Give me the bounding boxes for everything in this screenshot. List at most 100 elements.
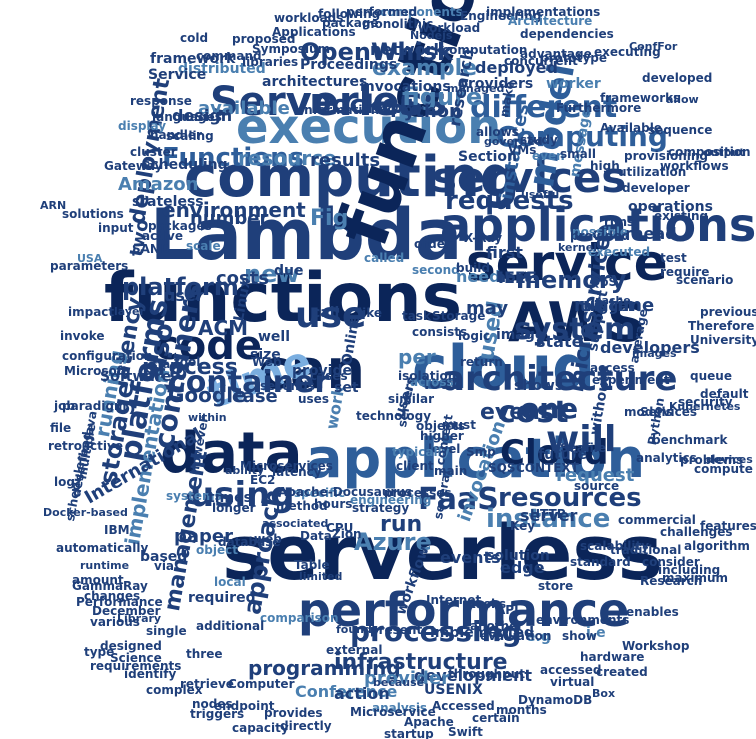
word-provisioning: provisioning <box>624 149 708 163</box>
word-context: CONTEXT <box>516 461 579 475</box>
word-analysis: analysis <box>372 701 428 715</box>
word-usa: USA <box>77 252 103 265</box>
word-isolation: isolation <box>398 369 457 383</box>
word-throughput: throughput <box>448 667 525 681</box>
word-required: required <box>188 590 256 606</box>
word-traditional: traditional <box>610 543 682 557</box>
word-runs: runs <box>604 215 635 229</box>
word-accessed: Accessed <box>432 699 495 713</box>
word-gateway: Gateway <box>104 159 163 173</box>
word-advantage: advantage <box>520 47 592 61</box>
word-well: well <box>258 329 291 345</box>
word-start: start <box>151 358 181 371</box>
word-gammaray: GammaRay <box>72 579 148 593</box>
word-due: due <box>274 263 304 279</box>
word-response: response <box>130 94 192 108</box>
word-impact: impact <box>68 305 115 319</box>
word-host: host <box>496 270 531 286</box>
word-composition: composition <box>668 145 751 159</box>
word-enables: enables <box>626 605 679 619</box>
word-set: set <box>334 380 359 396</box>
word-governed: governed <box>484 135 543 148</box>
word-research: Research <box>640 574 703 588</box>
word-network: network <box>370 40 445 59</box>
word-google: Google <box>168 383 247 407</box>
word-command: command <box>196 49 262 63</box>
word-another: another <box>470 619 524 633</box>
word-resources: resources <box>498 483 642 513</box>
word-benchmark: benchmark <box>652 433 728 447</box>
word-found: found <box>336 623 372 636</box>
word-one: one <box>520 392 579 425</box>
word-security: security <box>678 395 733 409</box>
word-conffor: ConfFor <box>629 40 678 53</box>
word-developer: developer <box>622 181 690 195</box>
word-algorithm: algorithm <box>684 539 750 553</box>
word-using: using <box>190 475 295 515</box>
word-proposed: proposed <box>232 32 296 46</box>
word-science: Science <box>110 651 162 665</box>
word-access: access <box>590 361 635 375</box>
word-times: times <box>208 490 252 506</box>
word-state: state <box>536 332 583 351</box>
word-load: load <box>424 374 463 393</box>
word-sand: SAND <box>132 242 170 256</box>
word-created: created <box>596 665 648 679</box>
word-following: following <box>318 7 381 21</box>
word-first: first <box>486 243 523 262</box>
word-queue: queue <box>690 369 732 383</box>
word-test: test <box>660 251 687 265</box>
word-must: must <box>442 418 476 432</box>
word-tasks: tasks <box>470 597 507 611</box>
word-dependencies: dependencies <box>520 27 614 41</box>
word-paper: paper <box>174 526 234 547</box>
word-default: default <box>700 387 749 401</box>
word-utilization: utilization <box>618 165 687 179</box>
word-longer: longer <box>212 501 256 515</box>
word-invocations: invocations <box>360 79 451 95</box>
word-performed: performed <box>346 5 418 19</box>
word-apache: Apache <box>404 715 454 729</box>
word-based: based <box>140 549 188 565</box>
word-challenges: challenges <box>660 525 733 539</box>
word-scheduling: scheduling <box>142 157 228 173</box>
word-software: Software <box>100 369 172 385</box>
word-instance: instance <box>486 504 611 534</box>
word-case: case <box>232 386 278 407</box>
word-i-e: i.e <box>586 625 606 641</box>
word-web: Web <box>252 355 282 369</box>
word-solutions: solutions <box>62 207 124 221</box>
word-retrieve: retrieve <box>180 677 234 691</box>
word-job: job <box>54 399 75 413</box>
word-concurrent: concurrent <box>504 54 578 68</box>
word-systems: systems <box>166 489 222 503</box>
word-microservices: Microservices <box>240 459 333 473</box>
word-cases: cases <box>310 369 348 383</box>
word-identify: identify <box>124 667 177 681</box>
word-cloud: Cloud <box>500 433 609 473</box>
word-database: database <box>218 535 281 549</box>
word-conference: Conference <box>295 682 398 701</box>
word-library: Library <box>117 612 162 625</box>
word-will: will <box>546 419 617 460</box>
word-study: study <box>520 133 558 147</box>
word-possible: possible <box>572 225 629 239</box>
word-number: number <box>190 208 269 229</box>
word-workloads: workloads <box>274 11 344 25</box>
word-main: main <box>434 464 468 478</box>
word-december: December <box>92 604 161 618</box>
word-process: process <box>142 355 238 380</box>
word-functions: Functions <box>162 143 305 173</box>
word-therefore: Therefore <box>688 319 755 333</box>
word-configuration: configuration <box>62 349 153 363</box>
word-return: return <box>460 355 503 369</box>
word-microsoft: Microsoft <box>64 364 128 378</box>
word-ec2: EC2 <box>250 473 276 487</box>
word-processes: processes <box>384 486 452 500</box>
word-hours: hours <box>314 497 353 511</box>
word-user: user <box>164 286 204 305</box>
word-scaling: scaling <box>166 129 214 143</box>
word-figure: figure <box>402 83 483 111</box>
word-internet: Internet <box>426 593 482 607</box>
word-qos: QoS <box>590 275 618 289</box>
